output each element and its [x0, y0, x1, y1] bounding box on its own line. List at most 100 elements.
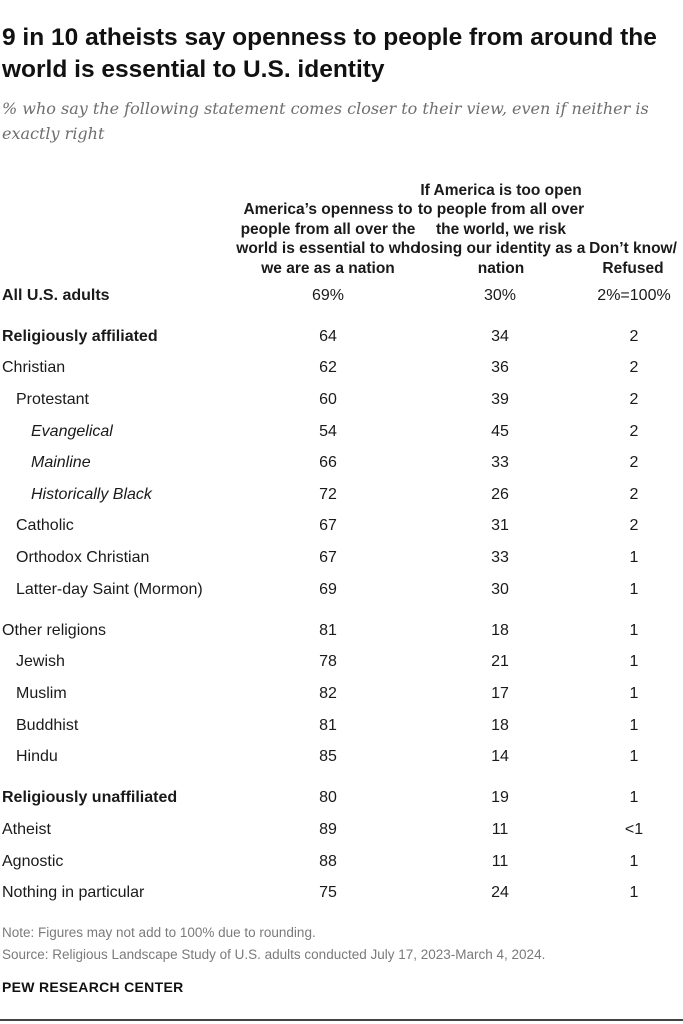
value-dont-know: 1 — [629, 622, 639, 639]
value-risk-losing-identity: 30 — [491, 581, 509, 598]
table-row: Buddhist 81 18 1 — [0, 714, 683, 738]
row-label: Atheist — [2, 821, 51, 838]
row-label: Religiously affiliated — [2, 328, 158, 345]
value-risk-losing-identity: 11 — [491, 853, 509, 870]
table-row: Protestant 60 39 2 — [0, 388, 683, 412]
value-essential: 82 — [319, 685, 337, 702]
brand-logo-text: PEW RESEARCH CENTER — [2, 979, 184, 995]
column-header-essential: America’s openness to people from all ov… — [232, 160, 424, 278]
value-dont-know: 1 — [629, 653, 639, 670]
table-row: Evangelical 54 45 2 — [0, 420, 683, 444]
value-essential: 62 — [319, 359, 337, 376]
value-risk-losing-identity: 30% — [483, 287, 517, 304]
value-essential: 69% — [311, 287, 345, 304]
value-dont-know: 2 — [629, 454, 639, 471]
value-risk-losing-identity: 18 — [491, 717, 509, 734]
value-dont-know: 2 — [629, 517, 639, 534]
value-risk-losing-identity: 24 — [491, 884, 509, 901]
value-dont-know: 1 — [629, 789, 639, 806]
row-label: All U.S. adults — [2, 287, 110, 304]
column-header-risk-losing-identity: If America is too open to people from al… — [416, 160, 586, 278]
row-label: Historically Black — [31, 486, 152, 503]
row-label: Jewish — [16, 653, 65, 670]
value-dont-know: 2 — [629, 328, 639, 345]
value-dont-know: 2 — [629, 391, 639, 408]
value-risk-losing-identity: 36 — [491, 359, 509, 376]
row-label: Evangelical — [31, 423, 113, 440]
bottom-rule — [0, 1019, 683, 1021]
value-dont-know: 1 — [629, 549, 639, 566]
table-row: Orthodox Christian 67 33 1 — [0, 546, 683, 570]
value-essential: 75 — [319, 884, 337, 901]
value-essential: 89 — [319, 821, 337, 838]
value-essential: 72 — [319, 486, 337, 503]
table-row: Latter-day Saint (Mormon) 69 30 1 — [0, 578, 683, 602]
value-risk-losing-identity: 33 — [491, 454, 509, 471]
table-row: Other religions 81 18 1 — [0, 619, 683, 643]
row-label: Protestant — [16, 391, 89, 408]
value-essential: 85 — [319, 748, 337, 765]
table-row: All U.S. adults 69% 30% 2%=100% — [0, 284, 683, 308]
row-label: Muslim — [16, 685, 67, 702]
value-dont-know: 2 — [629, 423, 639, 440]
table-row: Religiously unaffiliated 80 19 1 — [0, 786, 683, 810]
row-label: Other religions — [2, 622, 107, 639]
row-label: Buddhist — [16, 717, 79, 734]
value-essential: 67 — [319, 549, 337, 566]
table-row: Historically Black 72 26 2 — [0, 483, 683, 507]
table-row: Nothing in particular 75 24 1 — [0, 881, 683, 905]
value-dont-know: 2 — [629, 486, 639, 503]
value-risk-losing-identity: 14 — [491, 748, 509, 765]
value-risk-losing-identity: 26 — [491, 486, 509, 503]
row-label: Mainline — [31, 454, 91, 471]
column-header-dont-know-text: Don’t know/ Refused — [589, 240, 677, 277]
table-row: Muslim 82 17 1 — [0, 682, 683, 706]
footnote-source: Source: Religious Landscape Study of U.S… — [2, 947, 546, 962]
value-essential: 69 — [319, 581, 337, 598]
row-label: Orthodox Christian — [16, 549, 150, 566]
table-row: Atheist 89 11 <1 — [0, 818, 683, 842]
value-essential: 54 — [319, 423, 337, 440]
value-dont-know: 1 — [629, 748, 639, 765]
value-risk-losing-identity: 45 — [491, 423, 509, 440]
value-dont-know: 1 — [629, 717, 639, 734]
value-risk-losing-identity: 39 — [491, 391, 509, 408]
value-dont-know: 2 — [629, 359, 639, 376]
value-risk-losing-identity: 21 — [491, 653, 509, 670]
value-risk-losing-identity: 19 — [491, 789, 509, 806]
value-essential: 88 — [319, 853, 337, 870]
table-row: Religiously affiliated 64 34 2 — [0, 325, 683, 349]
value-risk-losing-identity: 34 — [491, 328, 509, 345]
row-label: Latter-day Saint (Mormon) — [16, 581, 203, 598]
table-row: Jewish 78 21 1 — [0, 650, 683, 674]
value-dont-know: 1 — [629, 581, 639, 598]
row-label: Catholic — [16, 517, 74, 534]
chart-subtitle: % who say the following statement comes … — [2, 99, 649, 143]
value-essential: 67 — [319, 517, 337, 534]
footnote-note: Note: Figures may not add to 100% due to… — [2, 925, 316, 940]
value-risk-losing-identity: 17 — [491, 685, 509, 702]
value-essential: 66 — [319, 454, 337, 471]
value-risk-losing-identity: 18 — [491, 622, 509, 639]
value-essential: 60 — [319, 391, 337, 408]
value-essential: 81 — [319, 622, 337, 639]
value-essential: 78 — [319, 653, 337, 670]
value-risk-losing-identity: 11 — [491, 821, 509, 838]
value-risk-losing-identity: 33 — [491, 549, 509, 566]
row-label: Agnostic — [2, 853, 64, 870]
value-dont-know: <1 — [624, 821, 644, 838]
row-label: Hindu — [16, 748, 58, 765]
value-essential: 64 — [319, 328, 337, 345]
chart-title: 9 in 10 atheists say openness to people … — [2, 24, 657, 83]
value-dont-know: 1 — [629, 884, 639, 901]
column-header-dont-know: Don’t know/ Refused — [588, 160, 678, 278]
row-label: Nothing in particular — [2, 884, 145, 901]
value-essential: 80 — [319, 789, 337, 806]
value-risk-losing-identity: 31 — [491, 517, 509, 534]
table-row: Christian 62 36 2 — [0, 356, 683, 380]
column-header-risk-text: If America is too open to people from al… — [416, 181, 586, 277]
value-dont-know: 1 — [629, 685, 639, 702]
table-row: Agnostic 88 11 1 — [0, 850, 683, 874]
value-essential: 81 — [319, 717, 337, 734]
value-dont-know: 2%=100% — [597, 287, 671, 304]
